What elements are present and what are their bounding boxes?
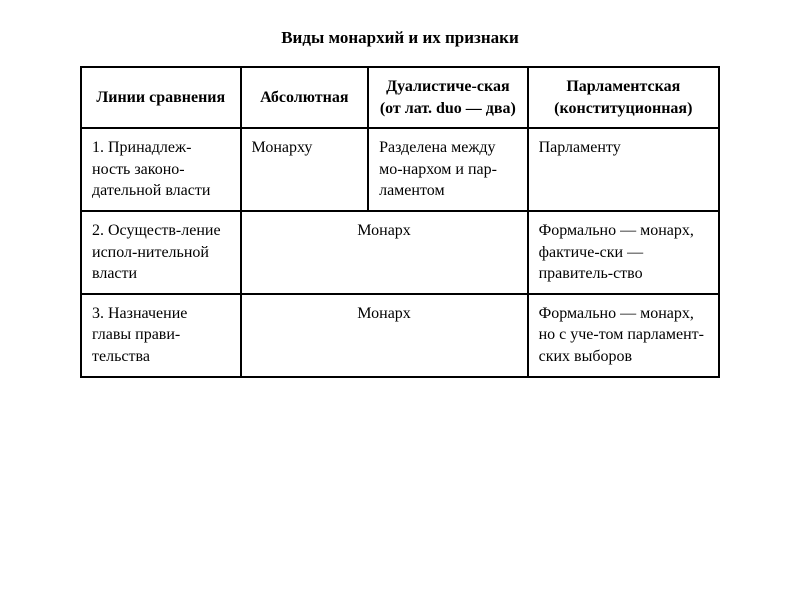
table-row: 3. Назначение главы прави-тельства Монар… (81, 294, 719, 377)
row1-dualistic: Разделена между мо-нархом и пар-ламентом (368, 128, 528, 211)
header-dualistic: Дуалистиче-ская (от лат. duo — два) (368, 67, 528, 128)
table-header-row: Линии сравнения Абсолютная Дуалистиче-ск… (81, 67, 719, 128)
header-comparison-lines: Линии сравнения (81, 67, 241, 128)
row1-absolute: Монарху (241, 128, 369, 211)
row1-parliamentary: Парламенту (528, 128, 719, 211)
header-absolute: Абсолютная (241, 67, 369, 128)
table-row: 1. Принадлеж-ность законо-дательной влас… (81, 128, 719, 211)
row3-merged: Монарх (241, 294, 528, 377)
row3-parliamentary: Формально — монарх, но с уче-том парламе… (528, 294, 719, 377)
table-row: 2. Осуществ-ление испол-нительной власти… (81, 211, 719, 294)
page-title: Виды монархий и их признаки (281, 28, 519, 48)
row2-merged: Монарх (241, 211, 528, 294)
monarchy-types-table: Линии сравнения Абсолютная Дуалистиче-ск… (80, 66, 720, 378)
row2-parliamentary: Формально — монарх, фактиче-ски — правит… (528, 211, 719, 294)
row2-label: 2. Осуществ-ление испол-нительной власти (81, 211, 241, 294)
row1-label: 1. Принадлеж-ность законо-дательной влас… (81, 128, 241, 211)
row3-label: 3. Назначение главы прави-тельства (81, 294, 241, 377)
header-parliamentary: Парламентская (конституционная) (528, 67, 719, 128)
